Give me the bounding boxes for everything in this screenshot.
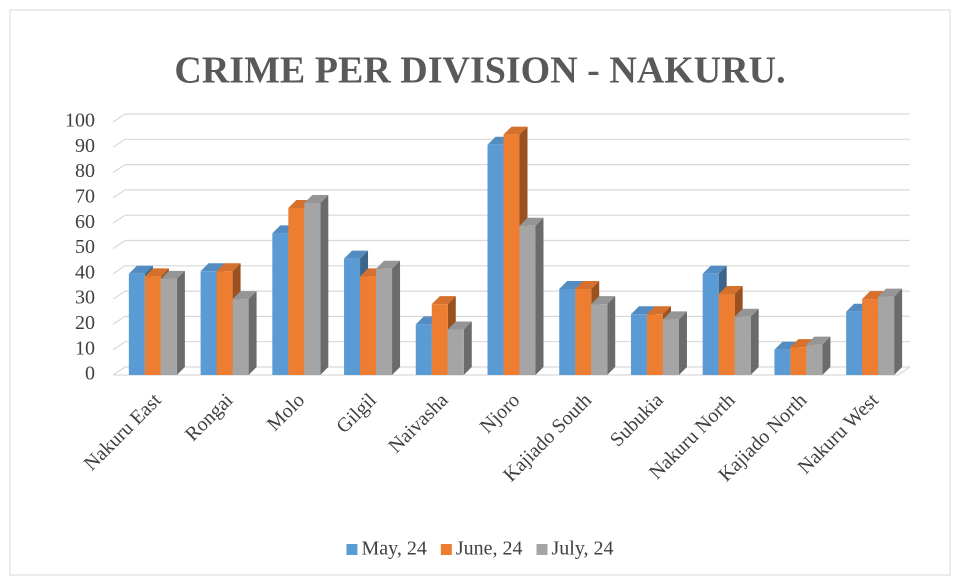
chart-title: CRIME PER DIVISION - NAKURU.: [174, 50, 785, 92]
legend-label: May, 24: [361, 538, 426, 560]
bar-front: [846, 311, 863, 375]
bar-front: [144, 276, 161, 375]
bar-front: [878, 296, 895, 375]
bar: [304, 194, 329, 375]
bar-side: [248, 291, 257, 375]
bar-front: [200, 271, 217, 375]
y-tick-label: 40: [75, 261, 95, 283]
grid-line: [112, 113, 910, 123]
legend-label: June, 24: [456, 538, 523, 560]
y-tick-label: 60: [75, 211, 95, 233]
bar-side: [607, 296, 616, 375]
y-tick-label: 50: [75, 236, 95, 258]
y-tick-label: 10: [75, 337, 95, 359]
bar-front: [344, 258, 361, 375]
grid-line: [112, 290, 910, 300]
bar-top: [503, 126, 528, 135]
bar: [447, 321, 472, 375]
legend-label: July, 24: [552, 538, 614, 560]
bar-front: [662, 319, 679, 375]
bar-front: [806, 344, 823, 375]
bar-front: [272, 233, 289, 375]
bar-front: [487, 144, 504, 375]
bar-side: [176, 270, 185, 375]
bar-side: [678, 311, 687, 375]
bar-side: [392, 260, 401, 375]
bar-front: [360, 276, 377, 375]
bar: [591, 296, 616, 375]
bar-front: [734, 316, 751, 375]
bar-front: [288, 208, 305, 375]
bar-front: [304, 202, 321, 375]
bar-front: [774, 349, 791, 375]
grid-line: [112, 239, 910, 249]
bar-side: [822, 336, 831, 375]
bar-front: [431, 304, 448, 375]
bar-front: [591, 304, 608, 375]
bar-front: [862, 299, 879, 375]
bar-front: [790, 347, 807, 375]
bar-side: [320, 194, 329, 375]
y-tick-label: 0: [85, 363, 95, 385]
bar-side: [463, 321, 472, 375]
bar-front: [559, 288, 576, 375]
legend-swatch: [346, 544, 358, 555]
bar-front: [216, 271, 233, 375]
bar-front: [646, 314, 663, 375]
bar-front: [376, 268, 393, 375]
bar-front: [575, 288, 592, 375]
bar: [376, 260, 401, 375]
y-tick-label: 80: [75, 160, 95, 182]
y-tick-label: 90: [75, 135, 95, 157]
bar-front: [630, 314, 647, 375]
y-tick-label: 100: [65, 110, 95, 132]
bar-front: [160, 278, 177, 375]
bar-front: [128, 273, 145, 375]
y-tick-label: 30: [75, 287, 95, 309]
bar-front: [447, 329, 464, 375]
bar: [232, 291, 257, 375]
grid-line: [112, 189, 910, 199]
legend-swatch: [536, 544, 548, 555]
bar-front: [415, 324, 432, 375]
legend: May, 24 June, 24 July, 24: [346, 538, 614, 560]
bar: [160, 270, 185, 375]
bar: [878, 288, 903, 375]
bar: [734, 308, 759, 375]
bar-side: [535, 217, 544, 375]
bar: [519, 217, 544, 375]
bar-front: [702, 273, 719, 375]
bar: [662, 311, 687, 375]
bar-front: [503, 134, 520, 375]
bar-front: [232, 299, 249, 375]
legend-swatch: [440, 544, 452, 555]
grid-line: [112, 214, 910, 224]
bar-side: [750, 308, 759, 375]
bar-front: [718, 294, 735, 375]
grid-line: [112, 138, 910, 148]
bar-front: [519, 225, 536, 375]
y-tick-label: 70: [75, 185, 95, 207]
y-tick-label: 20: [75, 312, 95, 334]
grid-line: [112, 265, 910, 275]
bar: [806, 336, 831, 375]
grid-line: [112, 164, 910, 174]
bar-side: [894, 288, 903, 375]
